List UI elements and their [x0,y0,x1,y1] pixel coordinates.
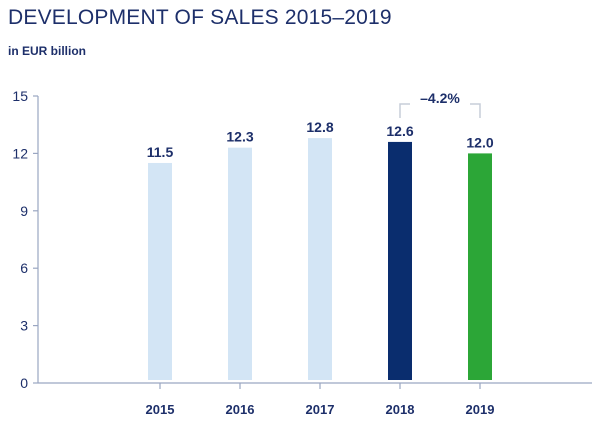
y-axis: 0 3 6 9 12 15 [12,88,39,391]
x-axis: 2015 2016 2017 2018 2019 [38,382,592,417]
y-tick-label: 3 [20,318,28,334]
y-tick-label: 12 [12,145,28,161]
bar-2015 [148,162,172,380]
chart-title: DEVELOPMENT OF SALES 2015–2019 [8,6,392,29]
bar-2017 [308,138,332,380]
y-tick-label: 6 [20,260,28,276]
change-label: –4.2% [420,90,460,106]
value-label-2018: 12.6 [386,123,413,139]
chart-subtitle: in EUR billion [8,44,86,58]
x-tick-label: 2019 [466,402,495,417]
bars [148,138,492,380]
x-tick-label: 2018 [386,402,415,417]
x-tick-label: 2017 [306,402,335,417]
y-tick-label: 0 [20,375,28,391]
change-label-bg [410,90,470,110]
value-label-2015: 11.5 [147,144,174,160]
value-labels: 11.5 12.3 12.8 12.6 12.0 [147,119,494,160]
y-tick-label: 15 [12,88,28,104]
bar-2019 [468,153,492,380]
value-label-2019: 12.0 [466,134,493,150]
bar-2018 [388,141,412,380]
value-label-2016: 12.3 [226,129,253,145]
x-tick-label: 2015 [146,402,175,417]
value-label-2017: 12.8 [306,119,333,135]
y-tick-label: 9 [20,203,28,219]
bar-2016 [228,147,252,380]
x-tick-label: 2016 [226,402,255,417]
change-annotation: –4.2% [399,90,481,118]
